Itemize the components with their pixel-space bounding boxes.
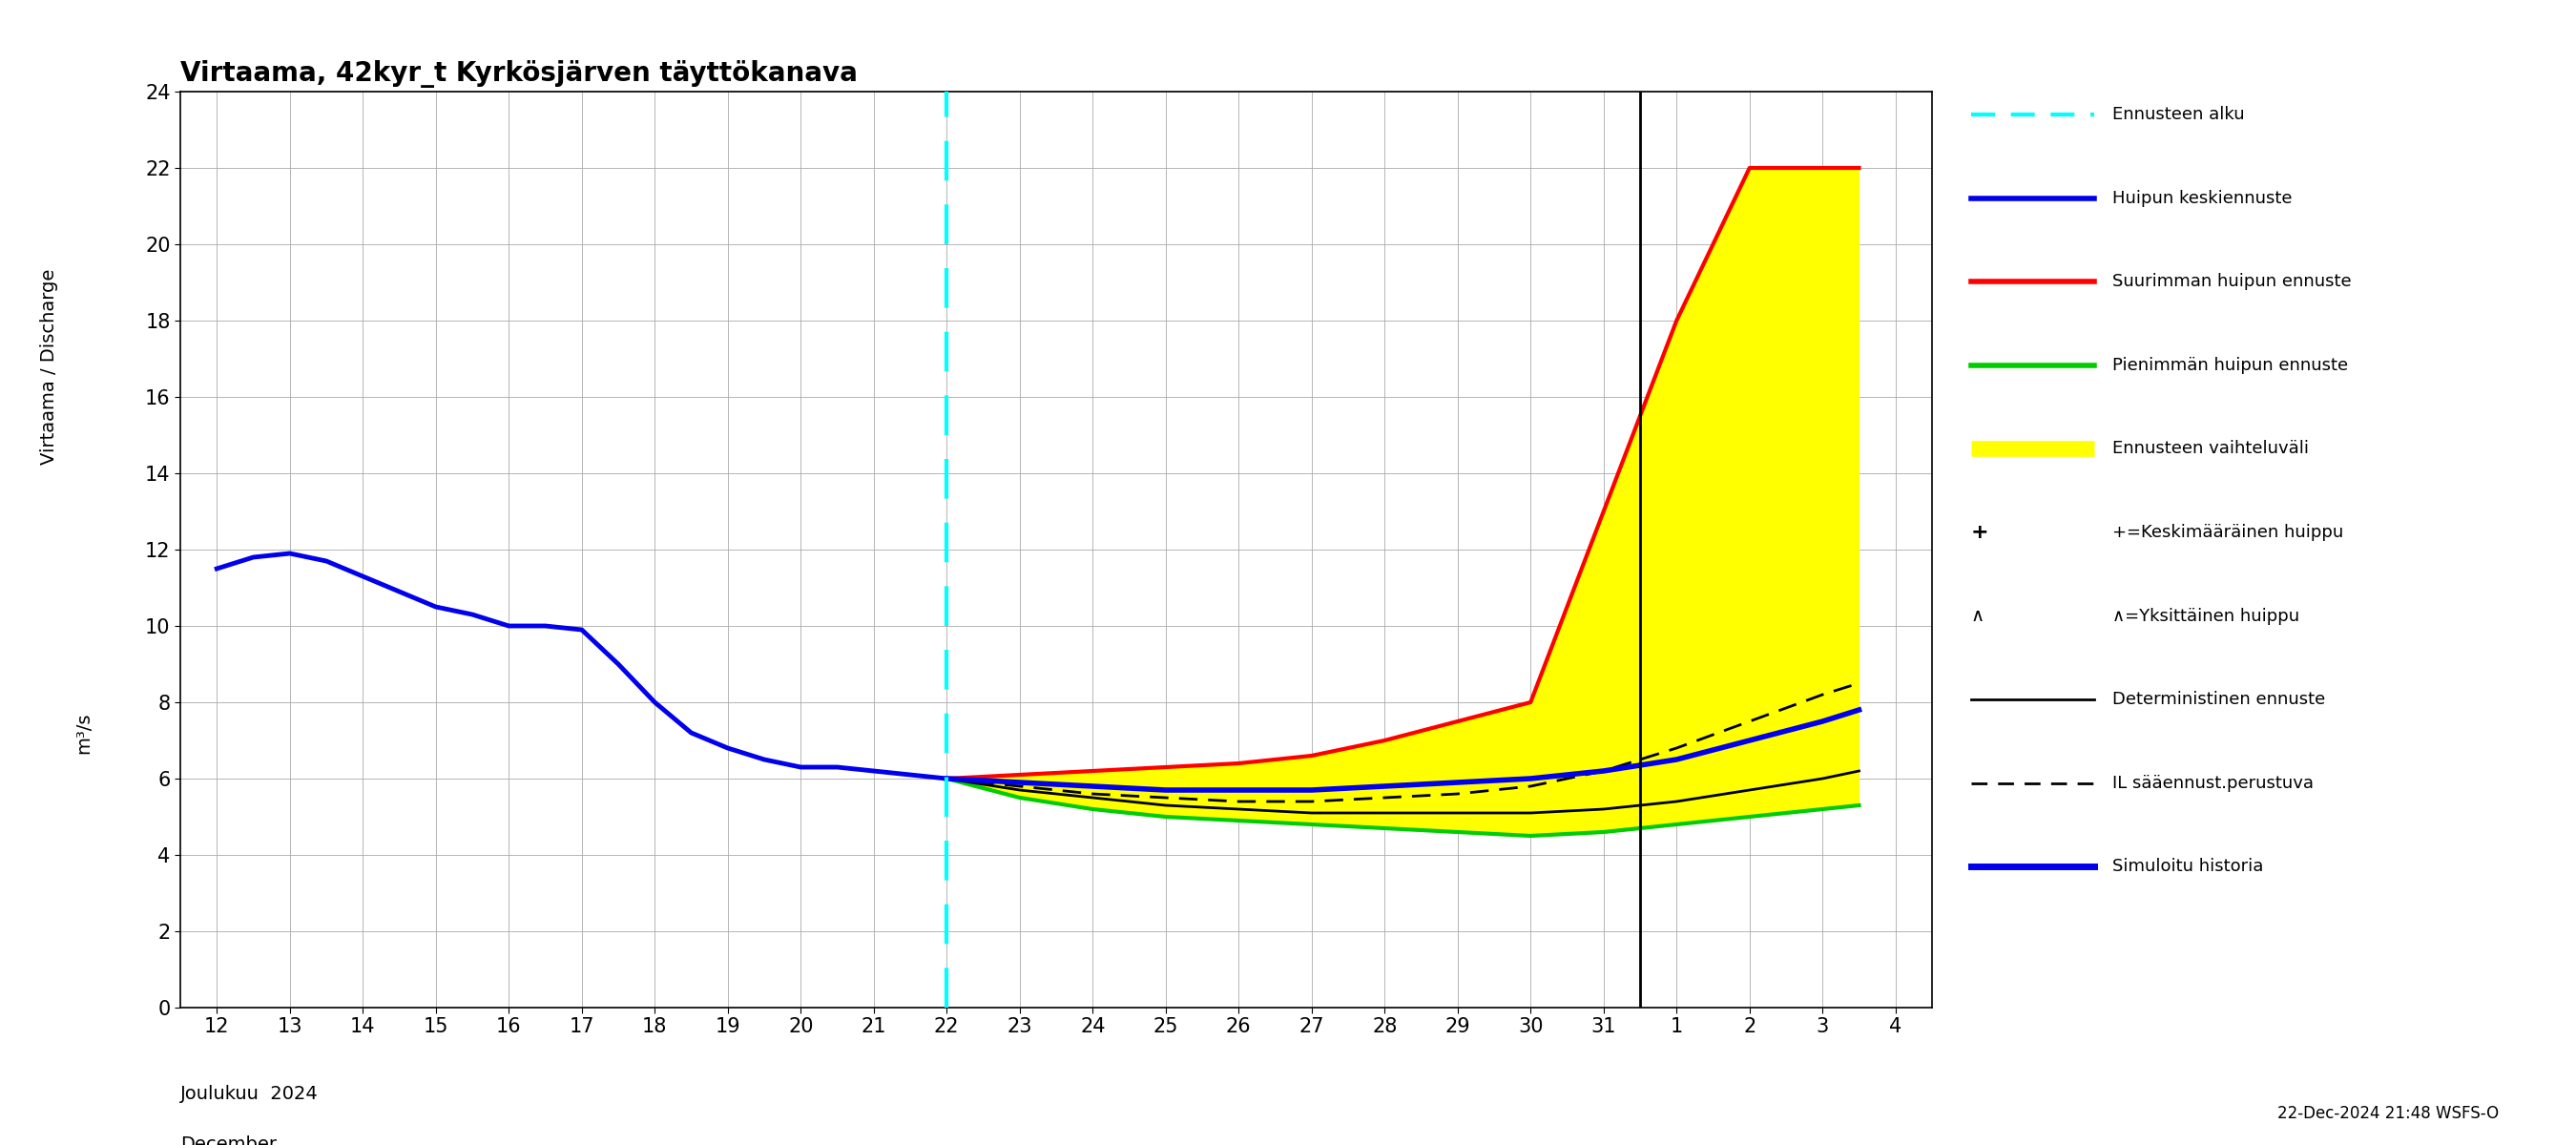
Text: ∧: ∧: [1971, 607, 1984, 625]
Text: December: December: [180, 1136, 276, 1145]
Text: Deterministinen ennuste: Deterministinen ennuste: [2112, 690, 2326, 708]
Text: m³/s: m³/s: [75, 712, 93, 753]
Text: IL sääennust.perustuva: IL sääennust.perustuva: [2112, 774, 2313, 791]
Text: ∧=Yksittäinen huippu: ∧=Yksittäinen huippu: [2112, 607, 2300, 624]
Text: 22-Dec-2024 21:48 WSFS-O: 22-Dec-2024 21:48 WSFS-O: [2277, 1105, 2499, 1122]
Text: Huipun keskiennuste: Huipun keskiennuste: [2112, 189, 2293, 206]
Text: Joulukuu  2024: Joulukuu 2024: [180, 1085, 319, 1103]
Text: Simuloitu historia: Simuloitu historia: [2112, 858, 2264, 875]
Text: Ennusteen alku: Ennusteen alku: [2112, 105, 2244, 123]
Text: Suurimman huipun ennuste: Suurimman huipun ennuste: [2112, 273, 2352, 290]
Text: +=Keskimääräinen huippu: +=Keskimääräinen huippu: [2112, 523, 2344, 540]
Text: Virtaama, 42kyr_t Kyrkösjärven täyttökanava: Virtaama, 42kyr_t Kyrkösjärven täyttökan…: [180, 60, 858, 88]
Text: Pienimmän huipun ennuste: Pienimmän huipun ennuste: [2112, 356, 2349, 373]
Text: +: +: [1971, 523, 1989, 542]
Text: Ennusteen vaihteluväli: Ennusteen vaihteluväli: [2112, 440, 2308, 457]
Text: Virtaama / Discharge: Virtaama / Discharge: [39, 268, 59, 465]
